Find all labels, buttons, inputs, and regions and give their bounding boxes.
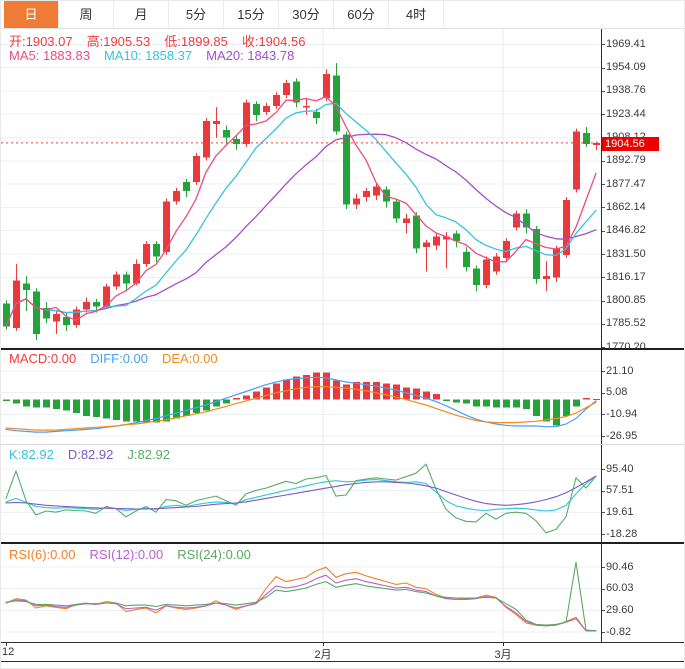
y-tick-mark xyxy=(601,371,605,372)
y-tick-label: 1969.41 xyxy=(606,38,646,50)
price-axis-line xyxy=(601,29,602,662)
y-tick-label: 95.40 xyxy=(606,463,634,475)
candlestick-chart[interactable] xyxy=(1,29,601,348)
y-tick-mark xyxy=(601,589,605,590)
y-tick-mark xyxy=(601,414,605,415)
x-tick-mark xyxy=(323,643,324,646)
y-tick-mark xyxy=(601,512,605,513)
time-axis: 12 2月 3月 xyxy=(1,642,684,662)
x-axis-label: 12 xyxy=(2,646,15,658)
x-tick-mark xyxy=(6,643,7,646)
y-tick-label: 1846.82 xyxy=(606,224,646,236)
tab-timeframe-0[interactable]: 日 xyxy=(4,1,59,28)
y-tick-label: 19.61 xyxy=(606,506,634,518)
y-tick-mark xyxy=(601,632,605,633)
current-price-tag: 1904.56 xyxy=(602,137,659,151)
y-tick-label: 1831.50 xyxy=(606,248,646,260)
tab-timeframe-1[interactable]: 周 xyxy=(59,1,114,28)
y-tick-mark xyxy=(601,231,605,232)
y-tick-mark xyxy=(601,114,605,115)
y-tick-label: 29.60 xyxy=(606,604,634,616)
tab-timeframe-4[interactable]: 15分 xyxy=(224,1,279,28)
y-tick-mark xyxy=(601,91,605,92)
macd-chart[interactable] xyxy=(1,350,601,443)
y-tick-mark xyxy=(601,567,605,568)
y-tick-mark xyxy=(601,491,605,492)
tab-timeframe-6[interactable]: 60分 xyxy=(334,1,389,28)
y-tick-label: 1892.79 xyxy=(606,154,646,166)
y-tick-mark xyxy=(601,44,605,45)
y-tick-label: 1770.20 xyxy=(606,341,646,353)
y-tick-mark xyxy=(601,184,605,185)
y-tick-label: 1938.76 xyxy=(606,84,646,96)
y-tick-label: 1800.85 xyxy=(606,294,646,306)
y-tick-label: -0.82 xyxy=(606,626,632,638)
y-tick-mark xyxy=(601,207,605,208)
timeframe-tabbar: 日周月 5分 15分 30分 60分 4时 xyxy=(1,1,684,29)
x-tick-mark xyxy=(503,643,504,646)
y-tick-mark xyxy=(601,324,605,325)
y-tick-mark xyxy=(601,436,605,437)
y-tick-label: 21.10 xyxy=(606,365,634,377)
y-tick-mark xyxy=(601,469,605,470)
separator-main-macd xyxy=(1,348,684,350)
y-tick-mark xyxy=(601,347,605,348)
separator-macd-kdj xyxy=(1,444,684,445)
tab-timeframe-2[interactable]: 月 xyxy=(114,1,169,28)
y-tick-label: 90.46 xyxy=(606,561,634,573)
y-tick-label: 1954.09 xyxy=(606,61,646,73)
y-tick-label: 57.51 xyxy=(606,484,634,496)
y-tick-mark xyxy=(601,277,605,278)
y-tick-mark xyxy=(601,610,605,611)
y-tick-mark xyxy=(601,534,605,535)
y-tick-label: 5.08 xyxy=(606,386,628,398)
y-tick-label: 1862.14 xyxy=(606,201,646,213)
tab-timeframe-5[interactable]: 30分 xyxy=(279,1,334,28)
y-tick-mark xyxy=(601,393,605,394)
kdj-chart[interactable] xyxy=(1,445,601,542)
y-tick-label: 1877.47 xyxy=(606,178,646,190)
x-axis-label: 2月 xyxy=(314,649,332,661)
y-tick-label: 1923.44 xyxy=(606,108,646,120)
y-tick-mark xyxy=(601,161,605,162)
y-tick-label: 1785.52 xyxy=(606,317,646,329)
y-tick-label: 1816.17 xyxy=(606,271,646,283)
y-tick-label: -18.28 xyxy=(606,528,638,540)
y-tick-label: 60.03 xyxy=(606,582,634,594)
rsi-chart[interactable] xyxy=(1,544,601,642)
tab-timeframe-7[interactable]: 4时 xyxy=(389,1,444,28)
separator-kdj-rsi xyxy=(1,542,684,544)
y-tick-label: -10.94 xyxy=(606,408,638,420)
tab-timeframe-3[interactable]: 5分 xyxy=(169,1,224,28)
y-tick-label: -26.95 xyxy=(606,430,638,442)
y-tick-mark xyxy=(601,68,605,69)
y-tick-mark xyxy=(601,254,605,255)
x-axis-label: 3月 xyxy=(494,649,512,661)
y-tick-mark xyxy=(601,301,605,302)
